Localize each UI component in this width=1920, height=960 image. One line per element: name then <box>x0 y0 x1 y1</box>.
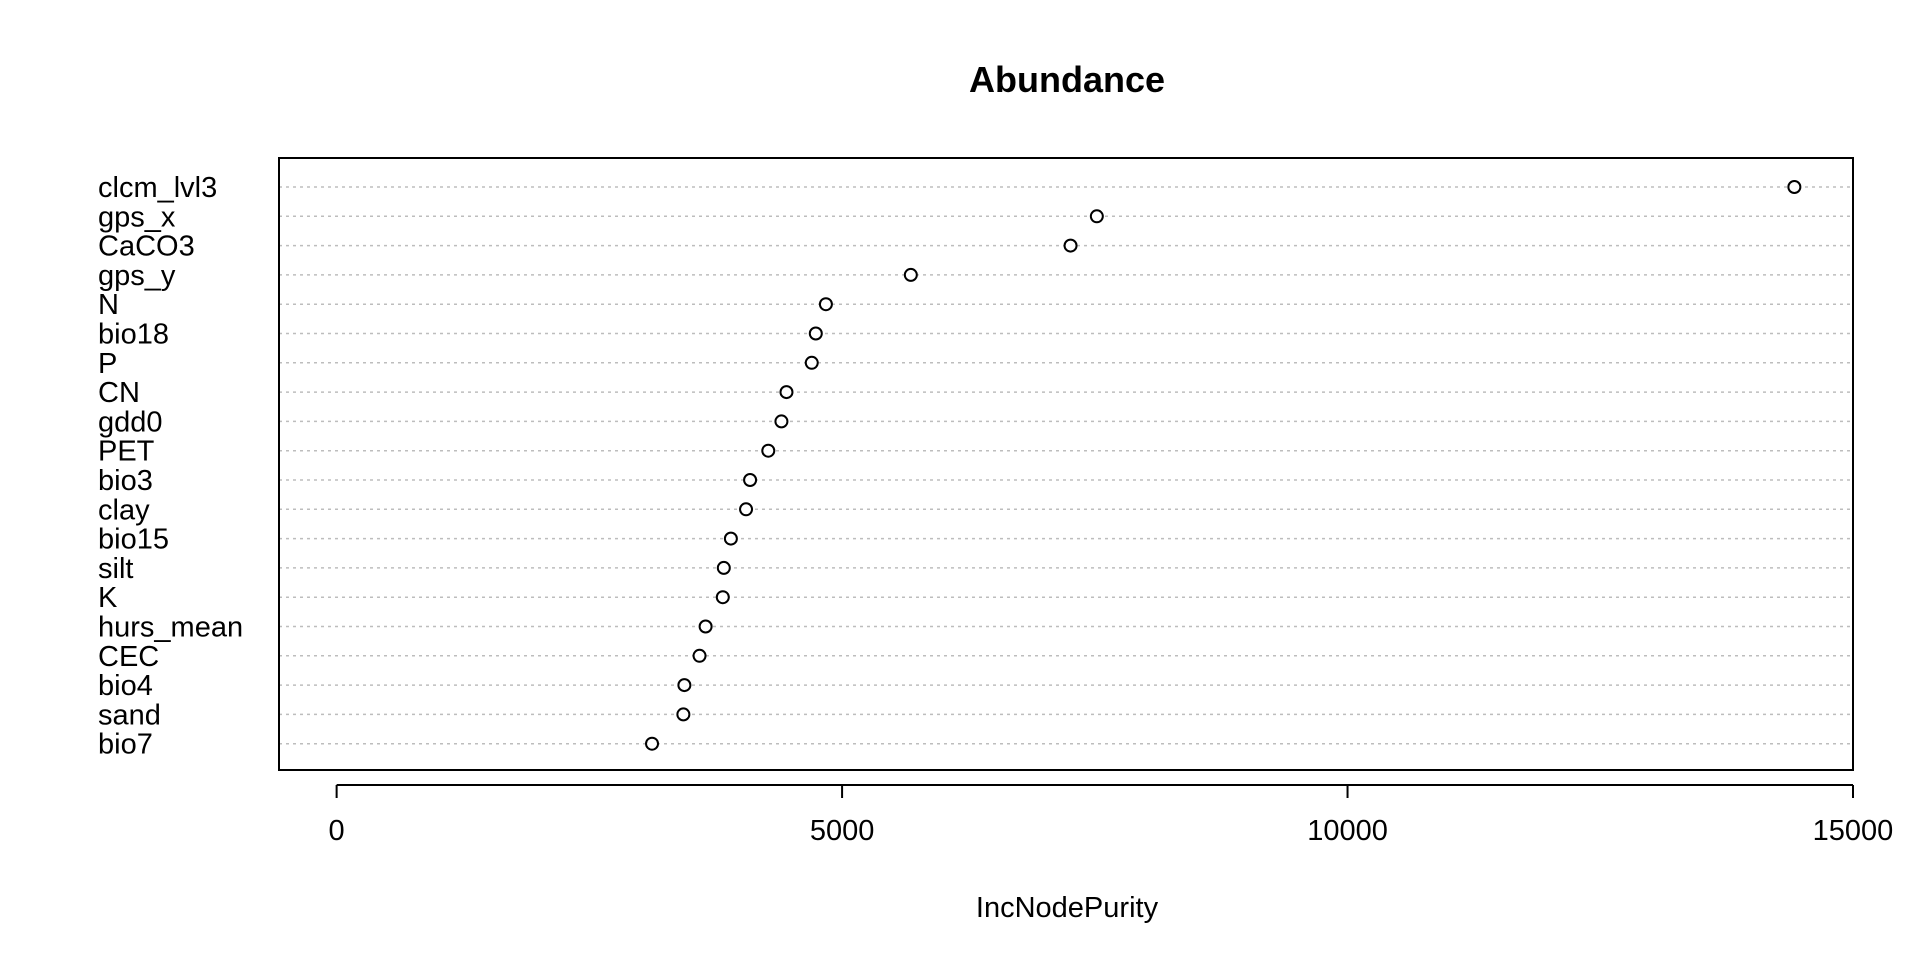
category-label: gdd0 <box>98 406 163 438</box>
data-point <box>698 619 713 634</box>
category-label: clay <box>98 494 150 526</box>
category-labels: clcm_lvl3gps_xCaCO3gps_yNbio18PCNgdd0PET… <box>98 172 243 761</box>
x-tick-label: 15000 <box>1813 815 1894 847</box>
data-point <box>774 414 789 429</box>
data-point <box>903 267 918 282</box>
category-label: PET <box>98 436 155 468</box>
category-label: bio18 <box>98 319 169 351</box>
data-point <box>645 736 660 751</box>
category-label: sand <box>98 699 161 731</box>
data-point <box>743 473 758 487</box>
data-point <box>716 560 731 575</box>
data-point <box>1089 209 1104 224</box>
category-label: bio7 <box>98 729 153 761</box>
category-label: gps_y <box>98 260 176 292</box>
category-label: clcm_lvl3 <box>98 172 217 204</box>
plot-frame <box>278 157 1854 771</box>
data-point <box>808 326 823 341</box>
category-label: CEC <box>98 641 159 673</box>
category-label: hurs_mean <box>98 612 243 644</box>
category-label: bio15 <box>98 524 169 556</box>
category-label: silt <box>98 553 133 585</box>
chart-title: Abundance <box>969 59 1165 100</box>
category-label: bio3 <box>98 465 153 497</box>
category-label: K <box>98 582 118 614</box>
data-point <box>723 531 738 546</box>
data-point <box>1787 180 1802 194</box>
data-point <box>804 355 819 370</box>
data-point <box>761 443 776 458</box>
data-point <box>677 678 692 693</box>
data-point <box>818 297 833 312</box>
x-tick-label: 10000 <box>1307 815 1388 847</box>
category-label: N <box>98 289 119 321</box>
data-point <box>676 707 691 722</box>
grid-lines <box>279 186 1853 745</box>
x-axis-label: IncNodePurity <box>976 892 1159 924</box>
x-axis: 0 5000 10000 15000 <box>329 784 1894 847</box>
x-tick-label: 5000 <box>810 815 875 847</box>
category-label: P <box>98 348 117 380</box>
data-points <box>645 180 1802 751</box>
category-label: CN <box>98 377 140 409</box>
category-label: bio4 <box>98 670 153 702</box>
data-point <box>779 385 794 400</box>
category-label: gps_x <box>98 201 176 233</box>
data-point <box>692 648 707 663</box>
category-label: CaCO3 <box>98 231 195 263</box>
data-point <box>715 590 730 605</box>
x-tick-label: 0 <box>329 815 345 847</box>
data-point <box>1063 238 1078 253</box>
data-point <box>739 502 754 517</box>
